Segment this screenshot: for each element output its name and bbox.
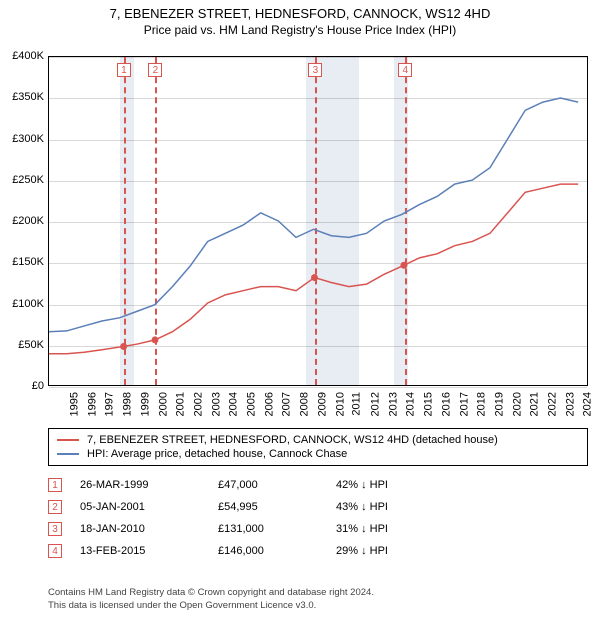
x-tick-label: 2019 [493, 392, 505, 416]
marker-flag: 4 [398, 63, 412, 77]
y-tick-label: £150K [2, 256, 44, 268]
transaction-row: 413-FEB-2015£146,00029% ↓ HPI [48, 540, 588, 562]
x-tick-label: 2013 [387, 392, 399, 416]
x-tick-label: 2015 [423, 392, 435, 416]
y-tick-label: £0 [2, 380, 44, 392]
footer: Contains HM Land Registry data © Crown c… [48, 587, 588, 612]
x-tick-label: 2020 [511, 392, 523, 416]
title-block: 7, EBENEZER STREET, HEDNESFORD, CANNOCK,… [0, 0, 600, 37]
title-line-2: Price paid vs. HM Land Registry's House … [0, 23, 600, 37]
x-tick-label: 2017 [458, 392, 470, 416]
x-tick-label: 2024 [582, 392, 594, 416]
y-tick-label: £300K [2, 133, 44, 145]
x-tick-label: 2016 [440, 392, 452, 416]
y-tick-label: £350K [2, 91, 44, 103]
x-tick-label: 1996 [86, 392, 98, 416]
x-tick-label: 2011 [351, 392, 363, 416]
x-tick-label: 2002 [192, 392, 204, 416]
x-tick-label: 2009 [316, 392, 328, 416]
x-tick-label: 2001 [175, 392, 187, 416]
plot-area: 1 2 3 4 [48, 56, 588, 386]
x-tick-label: 2018 [476, 392, 488, 416]
x-tick-label: 1998 [122, 392, 134, 416]
x-tick-label: 2000 [157, 392, 169, 416]
title-line-1: 7, EBENEZER STREET, HEDNESFORD, CANNOCK,… [0, 6, 600, 21]
x-tick-label: 2003 [210, 392, 222, 416]
x-tick-label: 1995 [68, 392, 80, 416]
marker-flag: 2 [148, 63, 162, 77]
x-tick-label: 2005 [246, 392, 258, 416]
y-tick-label: £250K [2, 174, 44, 186]
footer-line-1: Contains HM Land Registry data © Crown c… [48, 587, 588, 599]
transaction-row: 126-MAR-1999£47,00042% ↓ HPI [48, 474, 588, 496]
y-tick-label: £100K [2, 298, 44, 310]
x-tick-label: 2014 [405, 392, 417, 416]
legend: 7, EBENEZER STREET, HEDNESFORD, CANNOCK,… [48, 428, 588, 466]
x-tick-label: 2021 [529, 392, 541, 416]
x-tick-label: 2023 [564, 392, 576, 416]
x-tick-label: 2007 [281, 392, 293, 416]
transaction-row: 318-JAN-2010£131,00031% ↓ HPI [48, 518, 588, 540]
x-tick-label: 1997 [104, 392, 116, 416]
x-tick-label: 1999 [139, 392, 151, 416]
legend-item: 7, EBENEZER STREET, HEDNESFORD, CANNOCK,… [57, 433, 579, 447]
x-tick-label: 2006 [263, 392, 275, 416]
x-tick-label: 2010 [334, 392, 346, 416]
x-tick-label: 2004 [228, 392, 240, 416]
marker-flag: 1 [117, 63, 131, 77]
y-tick-label: £200K [2, 215, 44, 227]
chart-container: 7, EBENEZER STREET, HEDNESFORD, CANNOCK,… [0, 0, 600, 620]
x-tick-label: 2022 [547, 392, 559, 416]
x-tick-label: 2008 [299, 392, 311, 416]
transactions-table: 126-MAR-1999£47,00042% ↓ HPI205-JAN-2001… [48, 474, 588, 562]
line-series [49, 57, 587, 385]
transaction-row: 205-JAN-2001£54,99543% ↓ HPI [48, 496, 588, 518]
legend-item: HPI: Average price, detached house, Cann… [57, 447, 579, 461]
marker-flag: 3 [308, 63, 322, 77]
y-tick-label: £400K [2, 50, 44, 62]
x-tick-label: 2012 [369, 392, 381, 416]
footer-line-2: This data is licensed under the Open Gov… [48, 600, 588, 612]
y-tick-label: £50K [2, 339, 44, 351]
